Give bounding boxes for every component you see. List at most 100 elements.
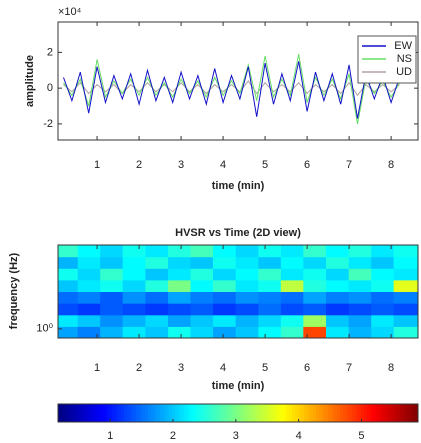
heatmap-cell: [235, 279, 259, 293]
colorbar-segment: [91, 404, 95, 422]
y-tick-label: 10⁰: [36, 323, 53, 335]
colorbar-segment: [364, 404, 368, 422]
series-line: [63, 80, 400, 97]
colorbar-segment: [346, 404, 350, 422]
colorbar-segment: [133, 404, 137, 422]
chart-title: HVSR vs Time (2D view): [175, 227, 301, 239]
colorbar-segment: [322, 404, 326, 422]
heatmap-cell: [371, 256, 395, 269]
heatmap-cell: [213, 279, 237, 293]
colorbar-segment: [379, 404, 383, 422]
heatmap-cell: [100, 279, 124, 293]
heatmap-cell: [348, 268, 372, 281]
heatmap-cell: [100, 256, 124, 269]
heatmap-cell: [326, 268, 350, 281]
heatmap-cell: [190, 268, 214, 281]
heatmap-cell: [122, 268, 146, 281]
colorbar-segment: [337, 404, 341, 422]
colorbar-segment: [88, 404, 92, 422]
x-tick-label: 5: [262, 159, 268, 171]
colorbar-segment: [244, 404, 248, 422]
plot-frame: [57, 244, 419, 339]
colorbar-segment: [265, 404, 269, 422]
colorbar-segment: [328, 404, 332, 422]
colorbar-tick-label: 2: [170, 430, 176, 442]
heatmap-cell: [393, 326, 419, 339]
heatmap-cell: [348, 256, 372, 269]
colorbar-segment: [217, 404, 221, 422]
colorbar-segment: [241, 404, 245, 422]
colorbar-segment: [178, 404, 182, 422]
legend-label: NS: [397, 53, 412, 65]
heatmap-cell: [213, 256, 237, 269]
x-tick-label: 8: [388, 159, 394, 171]
colorbar-segment: [220, 404, 224, 422]
heatmap-cell: [168, 256, 192, 269]
colorbar-segment: [130, 404, 134, 422]
exponent-label: ×10⁴: [58, 6, 82, 18]
colorbar-segment: [214, 404, 218, 422]
heatmap-cell: [326, 256, 350, 269]
heatmap-cell: [145, 291, 169, 304]
heatmap-cell: [348, 326, 372, 339]
colorbar-segment: [166, 404, 170, 422]
colorbar-segment: [157, 404, 161, 422]
x-tick-label: 1: [94, 159, 100, 171]
colorbar-segment: [190, 404, 194, 422]
colorbar-segment: [103, 404, 107, 422]
colorbar-segment: [202, 404, 206, 422]
colorbar-segment: [181, 404, 185, 422]
heatmap-cell: [235, 268, 259, 281]
series-line: [63, 61, 400, 119]
colorbar-segment: [280, 404, 284, 422]
heatmap-cell: [235, 245, 259, 258]
colorbar-segment: [94, 404, 98, 422]
heatmap-cell: [145, 268, 169, 281]
colorbar-segment: [370, 404, 374, 422]
heatmap-cell: [303, 291, 327, 304]
colorbar-frame: [57, 403, 419, 423]
heatmap-cell: [393, 314, 419, 327]
colorbar-segment: [373, 404, 377, 422]
colorbar-segment: [382, 404, 386, 422]
heatmap-cell: [190, 314, 214, 327]
colorbar-segment: [268, 404, 272, 422]
colorbar-segment: [376, 404, 380, 422]
legend-label: EW: [394, 40, 412, 52]
heatmap-cell: [100, 291, 124, 304]
heatmap-cell: [213, 326, 237, 339]
colorbar-segment: [316, 404, 320, 422]
colorbar-segment: [307, 404, 311, 422]
colorbar-segment: [271, 404, 275, 422]
colorbar-segment: [199, 404, 203, 422]
heatmap-cell: [77, 303, 101, 316]
x-tick-label: 3: [178, 159, 184, 171]
colorbar-segment: [163, 404, 167, 422]
x-tick-label: 2: [136, 159, 142, 171]
colorbar-segment: [319, 404, 323, 422]
colorbar-segment: [118, 404, 122, 422]
heatmap-cell: [235, 314, 259, 327]
heatmap-cell: [100, 268, 124, 281]
heatmap-cell: [122, 326, 146, 339]
heatmap-cell: [371, 303, 395, 316]
heatmap-cell: [100, 314, 124, 327]
heatmap-cell: [393, 291, 419, 304]
heatmap-cell: [393, 279, 419, 293]
colorbar-segment: [73, 404, 77, 422]
colorbar-segment: [175, 404, 179, 422]
colorbar-segment: [415, 404, 419, 422]
heatmap-cell: [58, 303, 79, 316]
heatmap-cell: [58, 291, 79, 304]
colorbar-segment: [289, 404, 293, 422]
heatmap-cell: [371, 314, 395, 327]
heatmap-cell: [77, 326, 101, 339]
plot-frame: [57, 21, 419, 141]
heatmap-cell: [190, 245, 214, 258]
x-tick-label: 5: [262, 362, 268, 374]
heatmap-cell: [280, 314, 304, 327]
heatmap-cell: [303, 314, 327, 327]
heatmap-cell: [168, 291, 192, 304]
heatmap-cell: [258, 326, 282, 339]
colorbar-segment: [187, 404, 191, 422]
